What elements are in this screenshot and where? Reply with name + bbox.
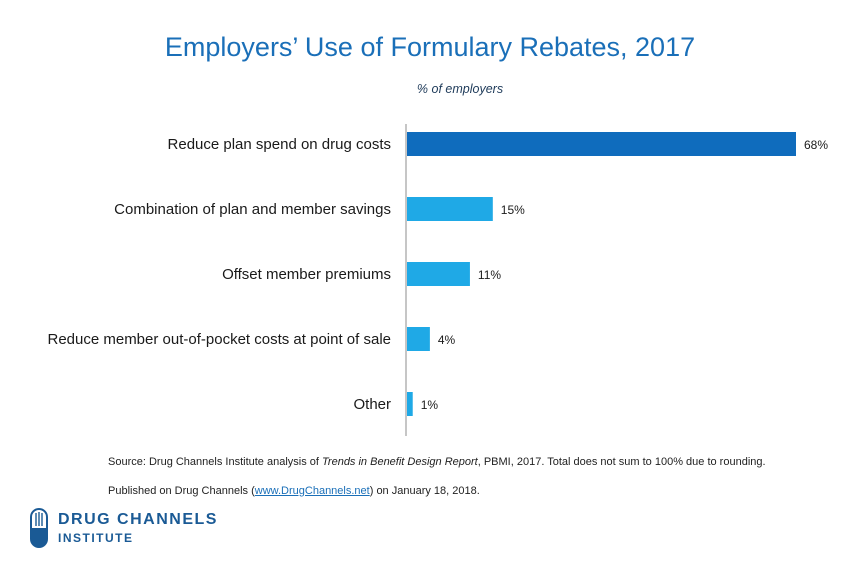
value-label-3: 4% xyxy=(438,333,456,347)
value-label-0: 68% xyxy=(804,138,828,152)
value-label-4: 1% xyxy=(421,398,439,412)
category-label-4: Other xyxy=(353,396,391,413)
category-label-3: Reduce member out-of-pocket costs at poi… xyxy=(47,331,391,348)
source-suffix: , PBMI, 2017. Total does not sum to 100%… xyxy=(477,456,766,468)
value-label-2: 11% xyxy=(478,268,501,282)
published-suffix: ) on January 18, 2018. xyxy=(369,485,480,497)
bar-1 xyxy=(407,197,493,221)
source-report-title: Trends in Benefit Design Report xyxy=(322,456,478,468)
logo-name: DRUG CHANNELS xyxy=(58,511,218,528)
drugchannels-link[interactable]: www.DrugChannels.net xyxy=(254,485,370,497)
bar-chart: Reduce plan spend on drug costs 68% Combin… xyxy=(47,124,828,436)
published-footnote: Published on Drug Channels (www.DrugChan… xyxy=(108,485,480,497)
value-label-1: 15% xyxy=(501,203,525,217)
bar-3 xyxy=(407,327,430,351)
bar-0 xyxy=(407,132,796,156)
bar-4 xyxy=(407,392,413,416)
category-label-0: Reduce plan spend on drug costs xyxy=(168,136,391,153)
published-prefix: Published on Drug Channels ( xyxy=(108,485,255,497)
chart-subtitle: % of employers xyxy=(416,82,504,96)
source-footnote: Source: Drug Channels Institute analysis… xyxy=(108,456,766,468)
chart-title: Employers’ Use of Formulary Rebates, 201… xyxy=(164,32,696,62)
logo-subname: INSTITUTE xyxy=(58,531,134,545)
category-label-2: Offset member premiums xyxy=(222,266,391,283)
bar-2 xyxy=(407,262,470,286)
category-label-1: Combination of plan and member savings xyxy=(114,201,391,218)
capsule-icon xyxy=(30,508,48,548)
bars-group: Reduce plan spend on drug costs 68% Combin… xyxy=(47,132,828,416)
source-prefix: Source: Drug Channels Institute analysis… xyxy=(108,456,323,468)
